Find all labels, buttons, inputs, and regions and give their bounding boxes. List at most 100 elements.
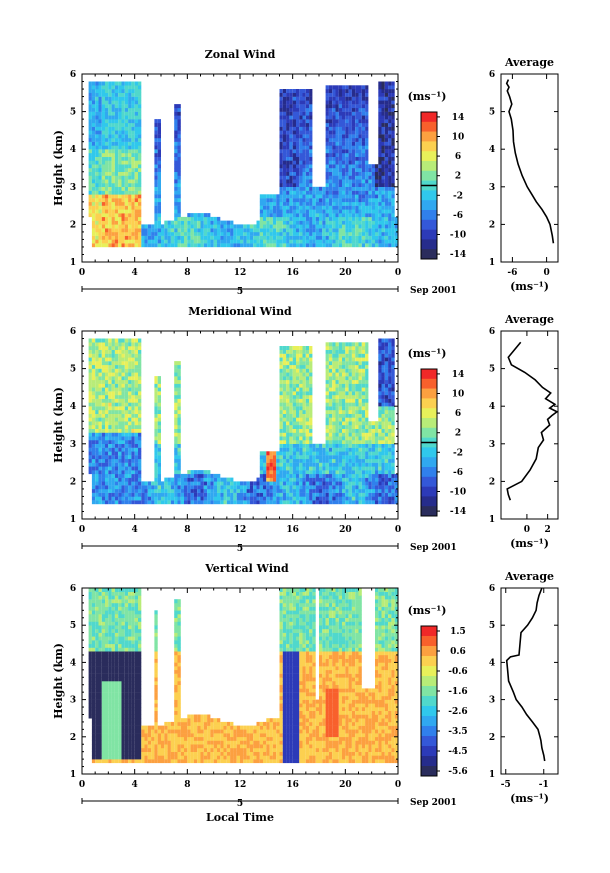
heatmap-cell [292,440,296,444]
heatmap-cell [361,213,366,218]
heatmap-cell [355,481,359,486]
heatmap-cell [88,338,92,343]
heatmap-cell [355,104,359,109]
heatmap-cell [286,209,290,214]
heatmap-cell [131,455,135,460]
heatmap-cell [296,239,300,244]
heatmap-cell [203,243,208,248]
heatmap-cell [105,100,109,105]
heatmap-cell [98,134,102,139]
heatmap-cell [114,368,119,373]
heatmap-cell [378,410,382,414]
heatmap-cell [381,168,385,172]
heatmap-cell [121,85,125,90]
heatmap-cell [177,205,181,210]
heatmap-cell [134,394,138,399]
heatmap-cell [105,216,109,221]
heatmap-cell [348,216,352,221]
heatmap-cell [141,488,145,493]
heatmap-cell [114,342,119,347]
heatmap-cell [299,447,303,452]
heatmap-cell [355,458,359,463]
heatmap-cell [134,428,138,433]
heatmap-cell [375,168,379,172]
heatmap-cell [358,183,362,187]
heatmap-cell [338,492,343,497]
heatmap-cell [342,372,346,377]
heatmap-cell [338,398,343,403]
heatmap-cell [361,201,366,206]
heatmap-cell [302,92,306,97]
heatmap-cell [121,402,125,407]
heatmap-cell [105,92,109,97]
heatmap-cell [309,175,313,180]
heatmap-cell [128,137,132,142]
heatmap-cell [381,92,385,97]
heatmap-cell [375,213,379,218]
heatmap-cell [338,436,343,441]
heatmap-cell [302,137,306,142]
heatmap-cell [332,168,336,172]
heatmap-cell [111,92,115,97]
heatmap-cell [128,451,132,456]
heatmap-cell [342,458,346,463]
heatmap-cell [286,349,290,354]
heatmap-cell [388,220,392,225]
heatmap-cell [381,220,385,225]
heatmap-cell [355,92,359,97]
heatmap-cell [355,130,359,135]
heatmap-cell [335,243,339,248]
heatmap-cell [371,458,375,463]
heatmap-cell [154,153,158,157]
heatmap-cell [365,179,369,184]
heatmap-cell [217,477,221,482]
heatmap-cell [348,387,352,392]
heatmap-cell [151,228,155,233]
heatmap-cell [91,209,96,214]
heatmap-cell [259,224,264,229]
heatmap-cell [296,488,300,493]
heatmap-cell [131,346,135,350]
heatmap-cell [134,458,138,463]
heatmap-cell [292,361,296,366]
heatmap-cell [384,224,389,229]
heatmap-cell [279,149,283,154]
heatmap-cell [296,432,300,437]
heatmap-cell [276,500,280,505]
heatmap-cell [325,353,329,358]
heatmap-cell [332,466,336,471]
heatmap-cell [368,164,372,169]
heatmap-cell [246,231,250,236]
heatmap-cell [332,376,336,381]
heatmap-cell [177,134,181,139]
heatmap-cell [200,473,204,478]
heatmap-cell [286,201,290,206]
heatmap-cell [345,160,349,165]
heatmap-cell [388,122,392,127]
heatmap-cell [164,243,168,248]
heatmap-cell [296,402,300,407]
heatmap-cell [282,451,287,456]
heatmap-cell [332,346,336,350]
heatmap-cell [378,357,382,362]
heatmap-cell [296,141,300,146]
heatmap-cell [348,379,352,384]
heatmap-cell [279,239,283,244]
heatmap-cell [101,451,106,456]
heatmap-cell [98,470,102,475]
heatmap-cell [114,413,119,418]
heatmap-cell [187,500,191,505]
heatmap-cell [98,122,102,127]
heatmap-cell [299,190,303,195]
heatmap-cell [259,209,264,214]
heatmap-cell [174,194,178,199]
heatmap-cell [213,500,217,505]
heatmap-cell [315,485,319,490]
heatmap-cell [177,387,181,392]
heatmap-cell [98,115,102,120]
heatmap-cell [134,342,138,347]
heatmap-cell [266,239,270,244]
heatmap-cell [161,500,165,505]
heatmap-cell [190,235,194,240]
heatmap-cell [302,372,306,377]
